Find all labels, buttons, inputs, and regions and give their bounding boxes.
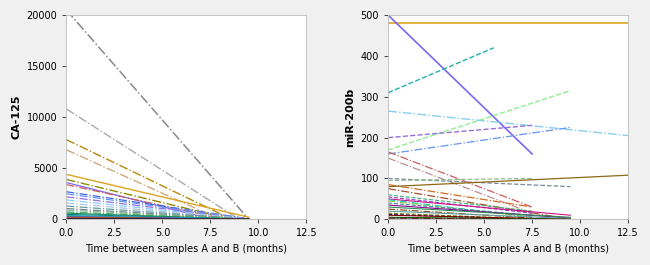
Y-axis label: CA-125: CA-125 (11, 95, 21, 139)
X-axis label: Time between samples A and B (months): Time between samples A and B (months) (85, 244, 287, 254)
X-axis label: Time between samples A and B (months): Time between samples A and B (months) (407, 244, 609, 254)
Y-axis label: miR-200b: miR-200b (345, 88, 355, 147)
